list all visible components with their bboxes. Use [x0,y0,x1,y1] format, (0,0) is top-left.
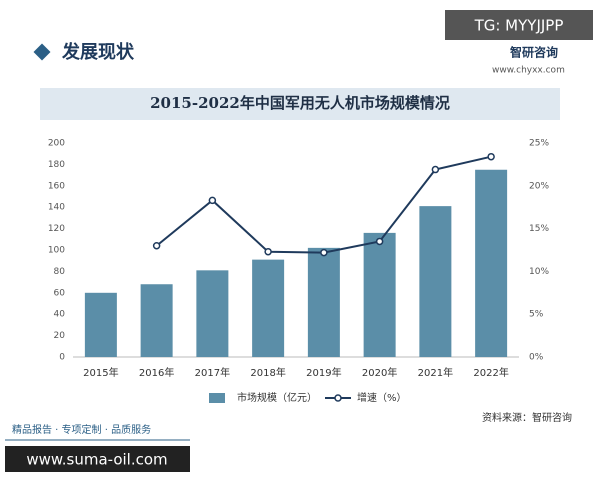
y-tick-label: 20 [54,331,66,341]
y-tick-label: 160 [48,181,65,191]
y-tick-label: 120 [48,224,65,234]
y-tick-label: 0 [59,353,65,363]
x-tick-label: 2018年 [250,366,285,379]
y2-tick-label: 25% [529,139,549,149]
y-tick-label: 80 [54,267,66,277]
badge-box [445,10,593,40]
tagline: 精品报告 · 专项定制 · 品质服务 [12,423,151,436]
badge: TG: MYYJJPP [474,17,564,35]
bar [84,292,117,357]
legend-swatch-marker [334,394,342,402]
line-marker [208,196,217,205]
y-tick-label: 200 [48,139,65,149]
line-marker [320,248,328,257]
y-tick-label: 180 [48,160,65,170]
site: www.chyxx.com [492,66,565,76]
chart-title: 2015-2022年中国军用无人机市场规模情况 [150,94,450,112]
bar [307,247,340,357]
y2-tick-label: 0% [529,353,544,363]
watermark: www.suma-oil.com [26,451,167,469]
line-marker [264,247,272,256]
x-tick-label: 2019年 [306,366,341,379]
y-tick-label: 140 [48,203,65,213]
line-marker [152,241,161,250]
legend-swatch [209,393,225,403]
legend-label: 市场规模（亿元） [237,391,317,404]
x-tick-label: 2016年 [139,366,174,379]
y2-tick-label: 5% [529,310,544,320]
section-title: 发展现状 [61,41,135,63]
section-icon [33,43,51,61]
y-tick-label: 60 [54,288,66,298]
line-marker [487,152,495,161]
y2-tick-label: 10% [529,267,549,277]
x-tick-label: 2020年 [362,366,397,379]
y2-tick-label: 20% [529,181,549,191]
y-tick-label: 40 [54,310,66,320]
x-tick-label: 2022年 [473,366,508,379]
title-box [40,88,560,120]
x-tick-label: 2017年 [195,366,230,379]
legend-label: 增速（%） [357,391,407,404]
x-tick-label: 2015年 [83,366,118,379]
line-marker [375,237,384,246]
x-tick-label: 2021年 [418,366,453,379]
y-tick-label: 100 [48,246,65,256]
bar [419,206,452,357]
bar [140,284,173,357]
bar [475,169,508,357]
bar [196,270,229,357]
bar [252,259,285,357]
source: 资料来源：智研咨询 [482,411,572,424]
brand: 智研咨询 [509,45,558,60]
bar [363,232,396,357]
y2-tick-label: 15% [529,224,549,234]
line-marker [431,165,440,174]
watermark-box [5,446,190,472]
